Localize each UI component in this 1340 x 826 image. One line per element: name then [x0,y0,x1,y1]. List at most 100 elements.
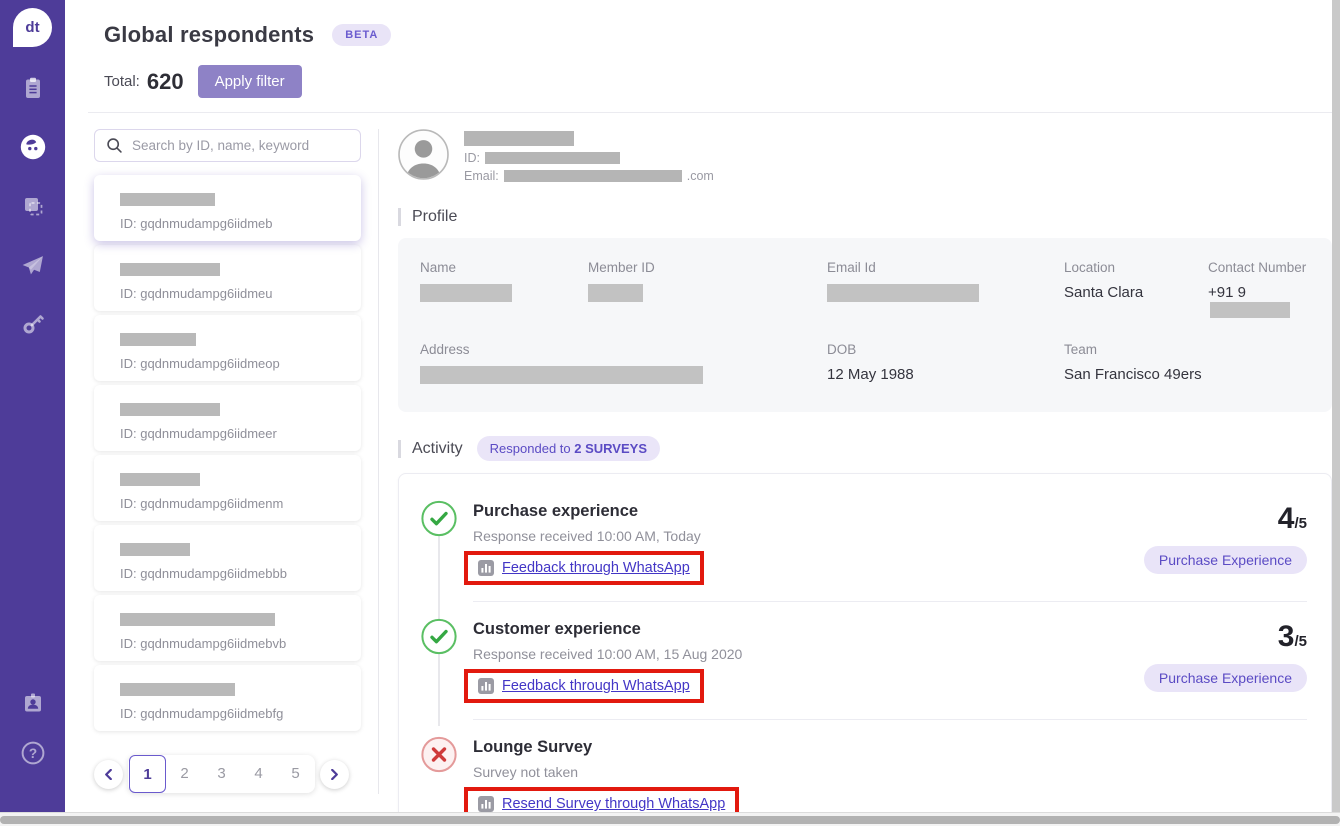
redacted-name [120,263,220,276]
respondent-list-panel: ID: gqdnmudampg6iidmeb ID: gqdnmudampg6i… [94,129,361,793]
respondent-card[interactable]: ID: gqdnmudampg6iidmenm [94,455,361,521]
survey-responded-check-icon [421,500,457,537]
redacted-value [420,366,703,385]
total-value: 620 [146,68,184,94]
annotation-box: Feedback through WhatsApp [464,551,704,586]
pagination: 1 2 3 4 5 [94,755,361,793]
brand-logo[interactable]: dt [13,8,52,47]
page-number[interactable]: 5 [291,765,300,782]
prev-page-button[interactable] [94,759,123,789]
survey-responded-check-icon [421,618,457,655]
profile-header: ID: Email: .com [398,129,1332,183]
page-header: Global respondents BETA Total: 620 Apply… [104,22,392,98]
redacted-name [120,613,275,626]
activity-item: Purchase experience Response received 10… [421,500,1307,618]
email-label: Email: [464,169,499,183]
page-number[interactable]: 4 [254,765,263,782]
bar-chart-icon [478,678,494,695]
apply-filter-button[interactable]: Apply filter [197,65,302,98]
bar-chart-icon [478,796,494,813]
field-dob: DOB 12 May 1988 [827,342,914,384]
respondent-id: ID: gqdnmudampg6iidmebvb [120,636,287,651]
redacted-value [1210,302,1290,319]
survey-title: Customer experience [473,620,641,639]
respondent-id: ID: gqdnmudampg6iidmeu [120,286,273,301]
redacted-name [120,683,235,696]
field-name: Name [420,260,588,318]
resend-survey-whatsapp-link[interactable]: Resend Survey through WhatsApp [502,796,726,813]
respondent-list: ID: gqdnmudampg6iidmeb ID: gqdnmudampg6i… [94,175,361,731]
respondent-card[interactable]: ID: gqdnmudampg6iidmebfg [94,665,361,731]
redacted-value [420,284,512,302]
scrollbar-thumb[interactable] [0,816,1340,824]
redacted-name [120,473,200,486]
respondent-card[interactable]: ID: gqdnmudampg6iidmeb [94,175,361,241]
responded-surveys-badge: Responded to 2 SURVEYS [476,436,660,462]
page-number[interactable]: 3 [217,765,226,782]
search-input[interactable] [132,138,349,153]
next-page-button[interactable] [320,759,349,789]
vertical-scrollbar[interactable] [1332,0,1340,812]
campaigns-send-icon[interactable] [20,252,46,278]
field-member-id: Member ID [588,260,827,318]
redacted-id [484,152,620,164]
page-number[interactable]: 1 [129,755,166,793]
avatar [398,129,449,183]
field-team: Team San Francisco 49ers [1064,342,1202,384]
respondent-card[interactable]: ID: gqdnmudampg6iidmeop [94,315,361,381]
survey-score: 3/5 [1277,620,1307,654]
sidebar-bottom-group: ? [20,690,46,812]
redacted-name [120,193,215,206]
horizontal-scrollbar[interactable] [0,812,1340,826]
respondent-card[interactable]: ID: gqdnmudampg6iidmeer [94,385,361,451]
redacted-value [827,284,979,302]
search-icon [106,137,123,154]
contacts-card-icon[interactable] [20,690,46,716]
profile-card: Name Member ID Email Id Location Santa C… [398,238,1332,413]
respondents-face-icon[interactable] [20,134,46,160]
id-label: ID: [464,151,480,165]
respondent-card[interactable]: ID: gqdnmudampg6iidmeu [94,245,361,311]
beta-badge: BETA [332,24,392,46]
email-suffix: .com [686,169,714,183]
field-location: Location Santa Clara [1064,260,1144,301]
survey-subtitle: Response received 10:00 AM, 15 Aug 2020 [473,646,743,663]
respondent-id: ID: gqdnmudampg6iidmeer [120,426,277,441]
redacted-name [120,403,220,416]
survey-score: 4/5 [1277,502,1307,536]
respondent-id: ID: gqdnmudampg6iidmebbb [120,566,287,581]
redacted-value [588,284,643,302]
respondent-email-line: Email: .com [464,169,714,183]
respondent-id: ID: gqdnmudampg6iidmebfg [120,706,284,721]
respondent-card[interactable]: ID: gqdnmudampg6iidmebvb [94,595,361,661]
feedback-whatsapp-link[interactable]: Feedback through WhatsApp [502,560,690,577]
bar-chart-icon [478,560,494,577]
total-label: Total: [104,73,140,90]
header-divider [88,112,1340,113]
page-number[interactable]: 2 [180,765,189,782]
feedback-whatsapp-link[interactable]: Feedback through WhatsApp [502,678,690,695]
respondent-id: ID: gqdnmudampg6iidmeb [120,216,273,231]
search-box[interactable] [94,129,361,162]
survey-title: Purchase experience [473,502,639,521]
redacted-name [120,333,196,346]
annotation-box: Feedback through WhatsApp [464,669,704,704]
field-email-id: Email Id [827,260,1064,318]
survey-subtitle: Response received 10:00 AM, Today [473,528,701,545]
respondent-detail-panel: ID: Email: .com Profile Name Member ID E… [398,129,1332,826]
respondent-id: ID: gqdnmudampg6iidmeop [120,356,280,371]
api-key-icon[interactable] [20,311,46,337]
activity-card: Purchase experience Response received 10… [398,473,1332,826]
page-title: Global respondents [104,22,315,47]
templates-copy-icon[interactable] [20,193,46,219]
respondent-id-line: ID: [464,151,714,165]
survey-not-taken-x-icon [421,736,457,773]
survey-subtitle: Survey not taken [473,764,579,781]
surveys-clipboard-icon[interactable] [20,75,46,101]
redacted-email [503,170,682,182]
sidebar: dt ? [0,0,65,812]
field-contact-number: Contact Number +91 9 [1208,260,1310,319]
help-icon[interactable]: ? [20,740,46,766]
survey-tag: Purchase Experience [1143,546,1307,575]
respondent-card[interactable]: ID: gqdnmudampg6iidmebbb [94,525,361,591]
